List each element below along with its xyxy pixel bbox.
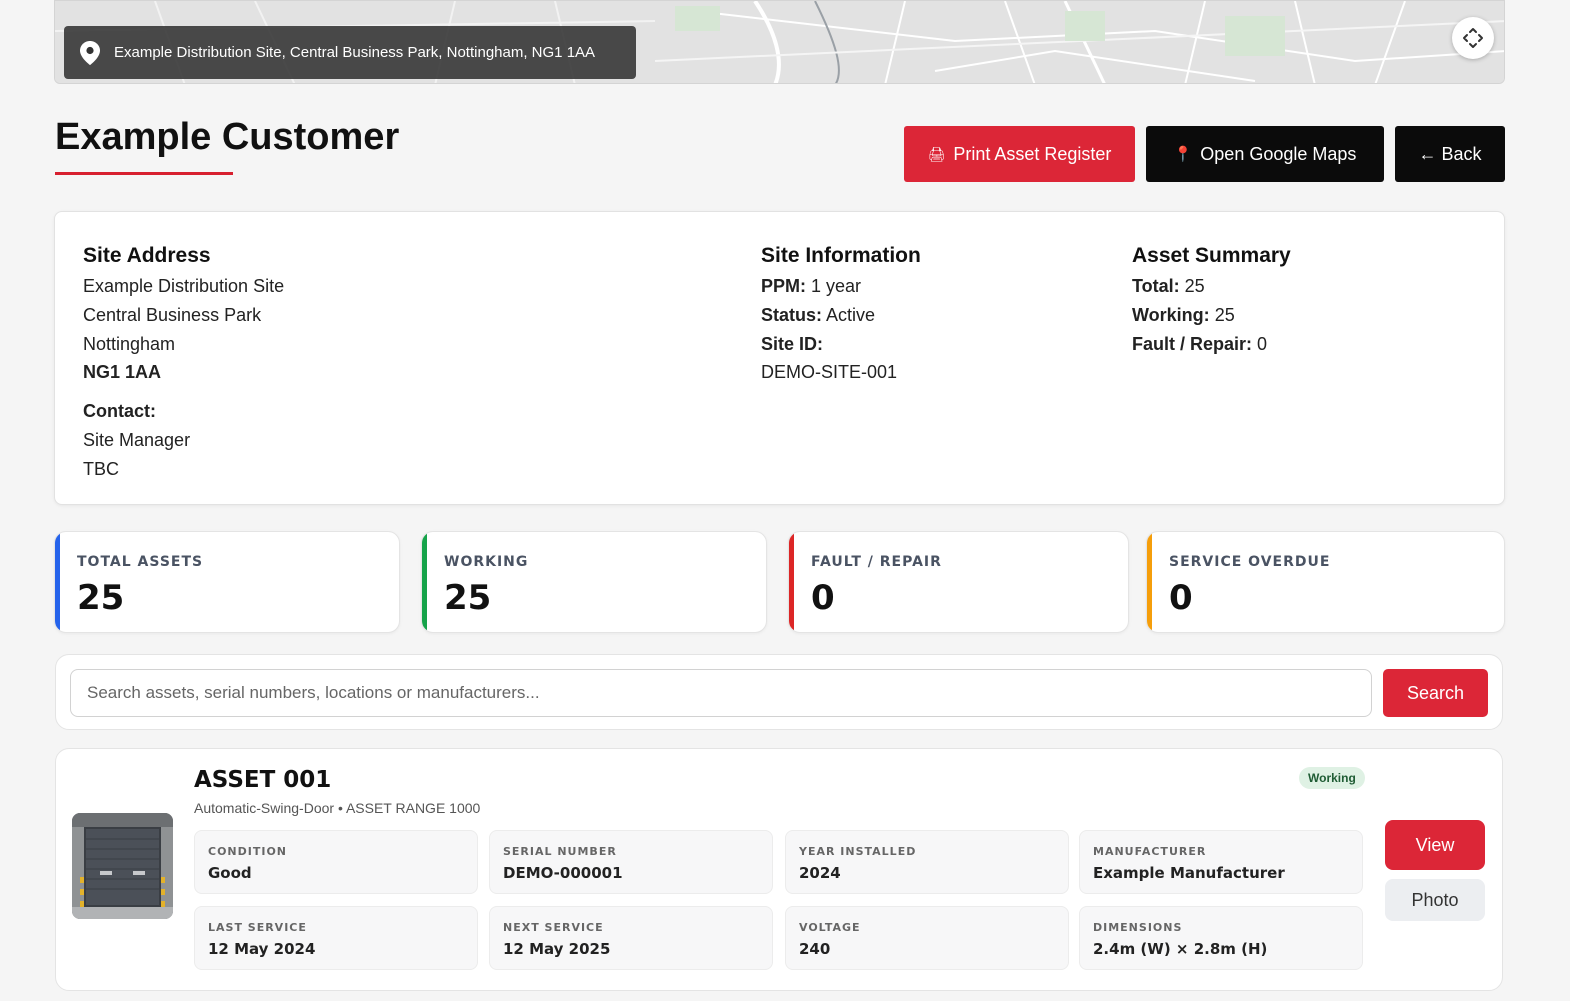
stat-label: SERVICE OVERDUE [1169, 554, 1331, 570]
field-condition: CONDITION Good [194, 830, 478, 894]
asset-subtitle: Automatic-Swing-Door • ASSET RANGE 1000 [194, 800, 481, 816]
search-button[interactable]: Search [1383, 669, 1488, 717]
view-asset-button[interactable]: View [1385, 820, 1485, 870]
stat-card-working: WORKING 25 [421, 531, 767, 633]
field-label: DIMENSIONS [1093, 921, 1183, 934]
stat-label: WORKING [444, 554, 529, 570]
site-map[interactable]: Example Distribution Site, Central Busin… [54, 0, 1505, 84]
site-id-label: Site ID: [761, 333, 824, 354]
summary-working-value: 25 [1214, 304, 1235, 325]
address-line-1: Example Distribution Site [83, 276, 285, 296]
map-pin-icon: 📍 [1173, 146, 1193, 163]
address-city: Nottingham [83, 333, 176, 354]
field-label: NEXT SERVICE [503, 921, 604, 934]
field-value: 12 May 2024 [208, 940, 316, 958]
fullscreen-expand-icon[interactable] [1452, 17, 1494, 59]
field-label: VOLTAGE [799, 921, 861, 934]
field-value: 2.4m (W) × 2.8m (H) [1093, 940, 1268, 958]
map-pin-icon [80, 40, 100, 65]
page-title: Example Customer [55, 116, 400, 158]
asset-card[interactable]: ASSET 001 Automatic-Swing-Door • ASSET R… [55, 748, 1503, 991]
print-button-label: Print Asset Register [953, 143, 1112, 164]
field-value: Example Manufacturer [1093, 864, 1285, 882]
printer-icon: 🖨 [927, 145, 946, 162]
field-last-service: LAST SERVICE 12 May 2024 [194, 906, 478, 970]
open-google-maps-button[interactable]: 📍 Open Google Maps [1146, 126, 1384, 182]
field-serial-number: SERIAL NUMBER DEMO-000001 [489, 830, 773, 894]
field-value: 2024 [799, 864, 841, 882]
map-address-pill: Example Distribution Site, Central Busin… [64, 26, 636, 79]
title-underline [55, 172, 233, 175]
stat-value: 0 [1169, 578, 1193, 618]
summary-total-value: 25 [1184, 276, 1205, 296]
contact-name: Site Manager [83, 429, 191, 450]
asset-title[interactable]: ASSET 001 [194, 767, 332, 793]
stat-value: 0 [811, 578, 835, 618]
status-value: Active [826, 304, 876, 325]
search-card: Search [55, 654, 1503, 730]
field-manufacturer: MANUFACTURER Example Manufacturer [1079, 830, 1363, 894]
field-dimensions: DIMENSIONS 2.4m (W) × 2.8m (H) [1079, 906, 1363, 970]
status-label: Status: [761, 304, 823, 325]
ppm-label: PPM: [761, 276, 806, 296]
site-details-card: Site Address Example Distribution Site C… [54, 211, 1505, 505]
address-line-2: Central Business Park [83, 304, 262, 325]
site-information-section: Site Information PPM: 1 year Status: Act… [761, 242, 921, 387]
search-input[interactable] [70, 669, 1372, 717]
field-value: Good [208, 864, 252, 882]
field-label: CONDITION [208, 845, 288, 858]
stat-label: FAULT / REPAIR [811, 554, 942, 570]
field-label: MANUFACTURER [1093, 845, 1207, 858]
stat-value: 25 [444, 578, 492, 618]
site-address-section: Site Address Example Distribution Site C… [83, 242, 284, 484]
ppm-value: 1 year [811, 276, 862, 296]
site-information-heading: Site Information [761, 244, 921, 267]
asset-thumbnail-image[interactable] [72, 813, 173, 919]
site-address-heading: Site Address [83, 244, 211, 267]
stat-card-service-overdue: SERVICE OVERDUE 0 [1146, 531, 1505, 633]
maps-button-label: Open Google Maps [1200, 143, 1357, 164]
summary-fault-value: 0 [1257, 333, 1268, 354]
summary-total-label: Total: [1132, 276, 1180, 296]
field-label: SERIAL NUMBER [503, 845, 617, 858]
roller-door-photo-icon [72, 813, 173, 919]
field-next-service: NEXT SERVICE 12 May 2025 [489, 906, 773, 970]
status-badge: Working [1299, 767, 1365, 789]
map-address-text: Example Distribution Site, Central Busin… [114, 44, 596, 61]
stat-card-fault-repair: FAULT / REPAIR 0 [788, 531, 1129, 633]
stat-value: 25 [77, 578, 125, 618]
site-id-value: DEMO-SITE-001 [761, 362, 898, 383]
field-year-installed: YEAR INSTALLED 2024 [785, 830, 1069, 894]
contact-heading: Contact: [83, 401, 156, 422]
field-label: LAST SERVICE [208, 921, 307, 934]
field-voltage: VOLTAGE 240 [785, 906, 1069, 970]
stat-label: TOTAL ASSETS [77, 554, 204, 570]
stat-card-total-assets: TOTAL ASSETS 25 [54, 531, 400, 633]
field-value: 12 May 2025 [503, 940, 611, 958]
summary-working-label: Working: [1132, 304, 1210, 325]
summary-fault-label: Fault / Repair: [1132, 333, 1253, 354]
print-asset-register-button[interactable]: 🖨 Print Asset Register [904, 126, 1135, 182]
asset-summary-heading: Asset Summary [1132, 244, 1291, 267]
photo-button[interactable]: Photo [1385, 879, 1485, 921]
field-value: DEMO-000001 [503, 864, 623, 882]
field-label: YEAR INSTALLED [799, 845, 917, 858]
address-postcode: NG1 1AA [83, 362, 162, 383]
contact-phone: TBC [83, 458, 119, 479]
field-value: 240 [799, 940, 831, 958]
back-button[interactable]: ← Back [1395, 126, 1505, 182]
asset-summary-section: Asset Summary Total: 25 Working: 25 Faul… [1132, 242, 1291, 358]
